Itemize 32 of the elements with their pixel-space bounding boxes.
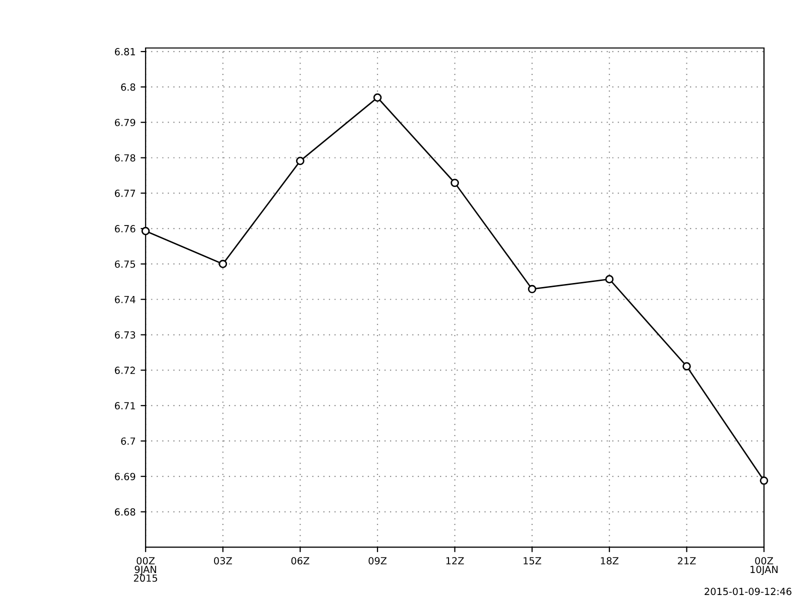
- x-tick-label: 00Z 9JAN 2015: [134, 557, 158, 582]
- y-tick-label: 6.76: [114, 225, 136, 232]
- point: [218, 260, 228, 268]
- y-tick-label: 6.72: [114, 366, 135, 374]
- text: 2015-01-09-12:46: [704, 588, 792, 596]
- y-tick-label: 6.8: [121, 83, 136, 91]
- x-tick-label: 09Z: [368, 557, 387, 564]
- y-tick-label: 6.81: [114, 48, 135, 56]
- y-tick-label: 6.69: [114, 472, 136, 480]
- y-tick-label: 6.73: [114, 331, 136, 339]
- x-tick-label: 12Z: [446, 557, 464, 564]
- y-tick-label: 6.68: [114, 508, 136, 516]
- x-tick-label: 18Z: [600, 557, 618, 564]
- x-tick-label: 03Z: [214, 557, 232, 564]
- point: [605, 275, 614, 284]
- y-tick-label: 6.7: [121, 437, 136, 445]
- x-tick-label: 15Z: [524, 557, 542, 564]
- point: [760, 476, 768, 485]
- point: [528, 284, 536, 294]
- x-tick-label: 21Z: [678, 557, 696, 564]
- x-tick-label: 06Z: [291, 557, 310, 564]
- point: [296, 156, 304, 166]
- point: [450, 178, 459, 188]
- y-tick-label: 6.78: [114, 154, 136, 162]
- point: [373, 93, 382, 102]
- point: [682, 362, 691, 370]
- y-tick-label: 6.74: [114, 296, 136, 304]
- y-tick-label: 6.79: [114, 118, 136, 126]
- y-tick-label: 6.75: [114, 260, 136, 268]
- x-tick-label: 00Z 10JAN: [750, 557, 778, 575]
- y-tick-label: 6.77: [114, 190, 136, 197]
- y-tick-label: 6.71: [114, 402, 135, 410]
